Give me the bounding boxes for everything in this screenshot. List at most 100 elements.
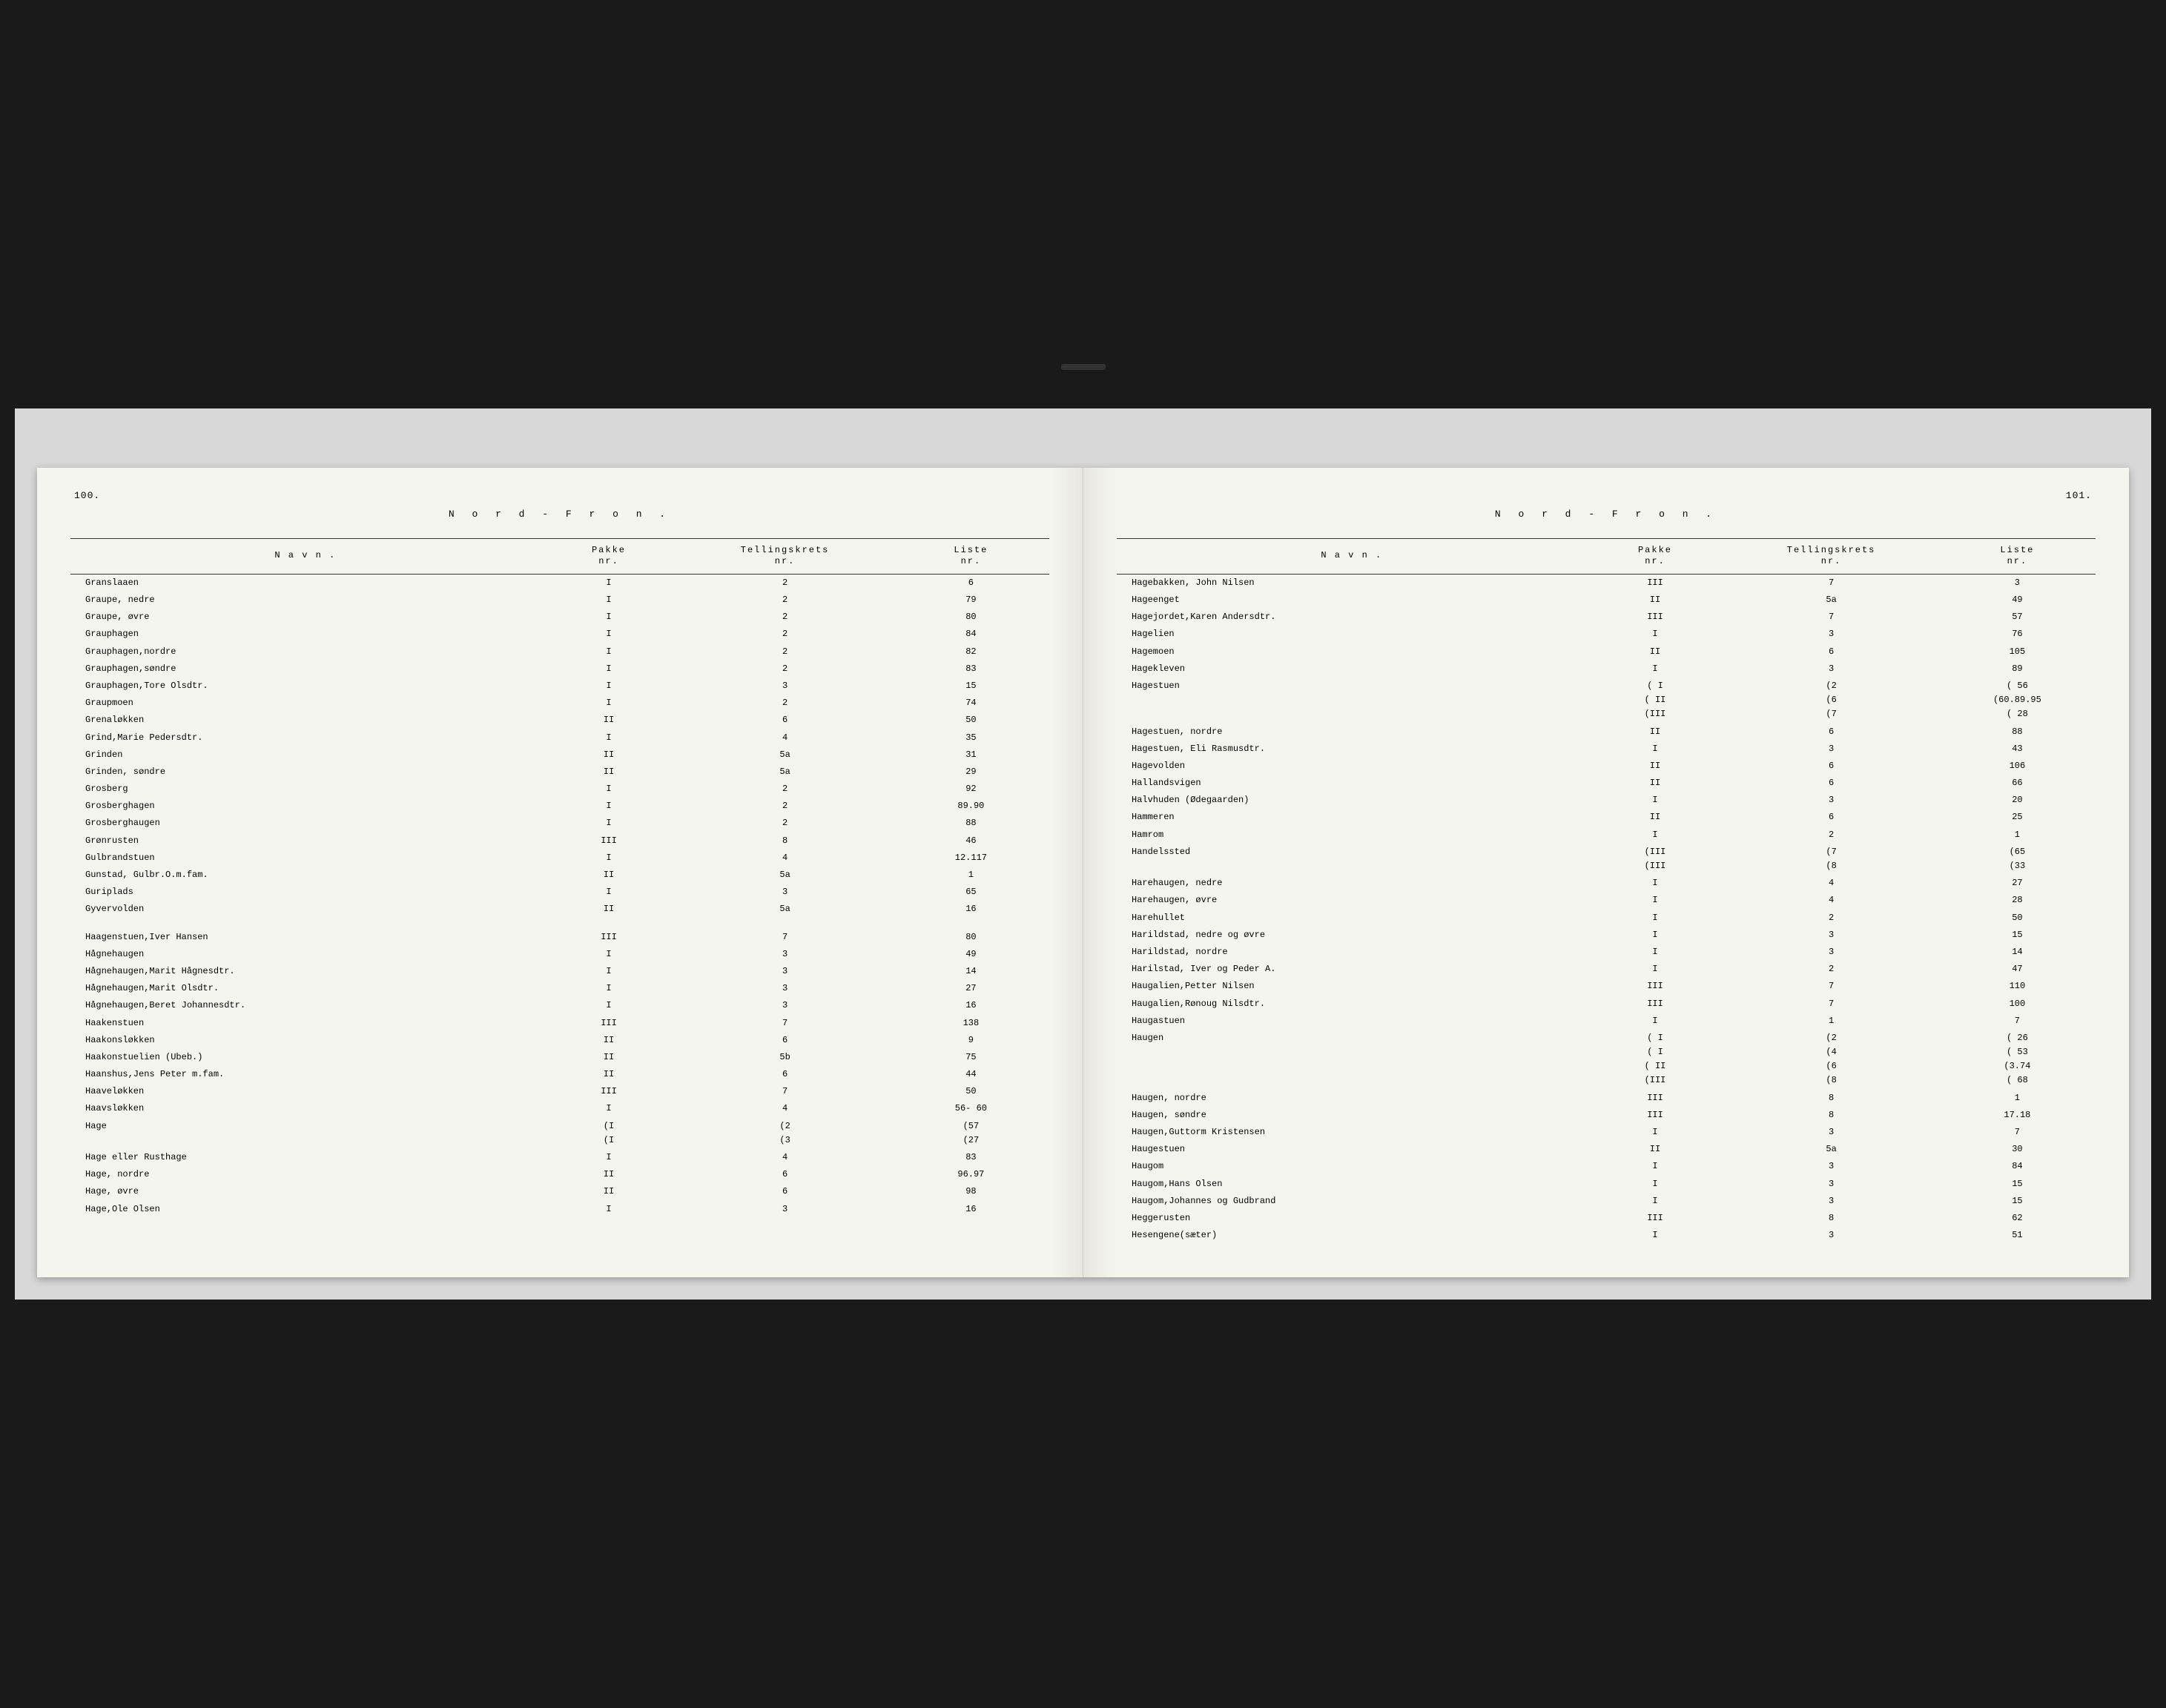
cell-liste: 51 bbox=[1939, 1227, 2096, 1244]
cell-pakke: I bbox=[1587, 626, 1724, 643]
cell-krets: 3 bbox=[677, 678, 892, 695]
cell-pakke: I bbox=[541, 609, 678, 626]
cell-krets: 3 bbox=[677, 946, 892, 963]
table-row: GrenaløkkenII650 bbox=[70, 712, 1049, 729]
cell-pakke: I bbox=[541, 643, 678, 661]
cell-navn: Graupe, øvre bbox=[70, 609, 541, 626]
cell-liste: 12.117 bbox=[893, 850, 1049, 867]
cell-krets: 3 bbox=[1723, 792, 1938, 809]
cell-navn: Haugom,Johannes og Gudbrand bbox=[1117, 1193, 1587, 1210]
cell-liste: 110 bbox=[1939, 978, 2096, 995]
table-row: Hagejordet,Karen Andersdtr.III757 bbox=[1117, 609, 2096, 626]
cell-krets: 2 bbox=[677, 695, 892, 712]
cell-navn: Hage, nordre bbox=[70, 1166, 541, 1183]
cell-navn: Grinden, søndre bbox=[70, 764, 541, 781]
cell-navn: Hagelien bbox=[1117, 626, 1587, 643]
cell-liste: 88 bbox=[1939, 724, 2096, 741]
cell-krets: 2 bbox=[677, 609, 892, 626]
cell-liste: 16 bbox=[893, 1201, 1049, 1218]
cell-krets: 3 bbox=[1723, 944, 1938, 961]
cell-navn: Haugom bbox=[1117, 1158, 1587, 1175]
cell-pakke: I bbox=[541, 729, 678, 747]
cell-krets: 7 bbox=[1723, 996, 1938, 1013]
table-row: Graupe, nedreI279 bbox=[70, 592, 1049, 609]
cell-krets: 6 bbox=[1723, 758, 1938, 775]
table-row: HaakenstuenIII7138 bbox=[70, 1015, 1049, 1032]
table-body-right: Hagebakken, John NilsenIII73HageengetII5… bbox=[1117, 574, 2096, 1244]
cell-navn: Haugen, nordre bbox=[1117, 1090, 1587, 1107]
table-row: Haugalien,Petter NilsenIII7110 bbox=[1117, 978, 2096, 995]
cell-pakke: I bbox=[541, 1201, 678, 1218]
cell-krets: 2 bbox=[677, 798, 892, 815]
cell-liste: 15 bbox=[893, 678, 1049, 695]
cell-navn: Haugen,Guttorm Kristensen bbox=[1117, 1124, 1587, 1141]
table-row: Harildstad, nordreI314 bbox=[1117, 944, 2096, 961]
col-tellingskrets: Tellingskrets nr. bbox=[1723, 538, 1938, 574]
cell-liste: 56- 60 bbox=[893, 1100, 1049, 1117]
cell-navn: Granslaaen bbox=[70, 574, 541, 592]
cell-pakke: I bbox=[1587, 875, 1724, 892]
cell-pakke: I bbox=[541, 963, 678, 980]
cell-pakke: III bbox=[1587, 609, 1724, 626]
cell-liste: 105 bbox=[1939, 643, 2096, 661]
table-row: HagelienI376 bbox=[1117, 626, 2096, 643]
table-row: Harildstad, nedre og øvreI315 bbox=[1117, 927, 2096, 944]
cell-liste: 35 bbox=[893, 729, 1049, 747]
cell-pakke: I bbox=[1587, 944, 1724, 961]
cell-navn: Haugalien,Petter Nilsen bbox=[1117, 978, 1587, 995]
table-body-left: GranslaaenI26Graupe, nedreI279Graupe, øv… bbox=[70, 574, 1049, 1217]
cell-pakke: III bbox=[1587, 996, 1724, 1013]
cell-liste: 80 bbox=[893, 929, 1049, 946]
cell-navn: Graupe, nedre bbox=[70, 592, 541, 609]
cell-pakke: I bbox=[1587, 1013, 1724, 1030]
cell-krets: (2 (3 bbox=[677, 1118, 892, 1149]
cell-liste: 50 bbox=[1939, 910, 2096, 927]
cell-liste: 50 bbox=[893, 1083, 1049, 1100]
cell-pakke: I bbox=[541, 980, 678, 997]
cell-pakke: II bbox=[541, 712, 678, 729]
cell-liste: 84 bbox=[1939, 1158, 2096, 1175]
cell-krets: 3 bbox=[1723, 661, 1938, 678]
cell-navn: Haaveløkken bbox=[70, 1083, 541, 1100]
cell-navn: Haakonstuelien (Ubeb.) bbox=[70, 1049, 541, 1066]
cell-pakke: II bbox=[541, 747, 678, 764]
cell-pakke: I bbox=[1587, 827, 1724, 844]
cell-krets: 2 bbox=[677, 781, 892, 798]
cell-navn: Haanshus,Jens Peter m.fam. bbox=[70, 1066, 541, 1083]
cell-navn: Gulbrandstuen bbox=[70, 850, 541, 867]
cell-liste: 46 bbox=[893, 833, 1049, 850]
table-row: Grauphagen,nordreI282 bbox=[70, 643, 1049, 661]
cell-pakke: III bbox=[541, 1083, 678, 1100]
cell-krets: 4 bbox=[677, 850, 892, 867]
cell-liste: (65 (33 bbox=[1939, 844, 2096, 875]
table-row: Haugom,Johannes og GudbrandI315 bbox=[1117, 1193, 2096, 1210]
cell-liste: 1 bbox=[1939, 1090, 2096, 1107]
cell-krets: 2 bbox=[1723, 961, 1938, 978]
cell-krets: 7 bbox=[677, 1083, 892, 1100]
cell-navn: Haakonsløkken bbox=[70, 1032, 541, 1049]
table-row: HallandsvigenII666 bbox=[1117, 775, 2096, 792]
cell-krets: 6 bbox=[677, 1166, 892, 1183]
cell-krets: 3 bbox=[677, 980, 892, 997]
col-tellingskrets: Tellingskrets nr. bbox=[677, 538, 892, 574]
cell-liste: 15 bbox=[1939, 1193, 2096, 1210]
cell-liste: 50 bbox=[893, 712, 1049, 729]
cell-krets: 7 bbox=[677, 929, 892, 946]
cell-krets: 6 bbox=[1723, 643, 1938, 661]
cell-krets: (7 (8 bbox=[1723, 844, 1938, 875]
table-row: Hagestuen, Eli Rasmusdtr.I343 bbox=[1117, 741, 2096, 758]
table-row: Grauphagen,søndreI283 bbox=[70, 661, 1049, 678]
cell-navn: Halvhuden (Ødegaarden) bbox=[1117, 792, 1587, 809]
table-row: Halvhuden (Ødegaarden)I320 bbox=[1117, 792, 2096, 809]
cell-navn: Haugestuen bbox=[1117, 1141, 1587, 1158]
cell-liste: 1 bbox=[893, 867, 1049, 884]
table-row: GraupmoenI274 bbox=[70, 695, 1049, 712]
cell-navn: Harehaugen, øvre bbox=[1117, 892, 1587, 909]
table-row: HageengetII5a49 bbox=[1117, 592, 2096, 609]
cell-navn: Hagevolden bbox=[1117, 758, 1587, 775]
cell-pakke: (III (III bbox=[1587, 844, 1724, 875]
cell-liste: 82 bbox=[893, 643, 1049, 661]
col-liste: Liste nr. bbox=[1939, 538, 2096, 574]
table-row: HaugomI384 bbox=[1117, 1158, 2096, 1175]
cell-pakke: ( I ( II (III bbox=[1587, 678, 1724, 724]
